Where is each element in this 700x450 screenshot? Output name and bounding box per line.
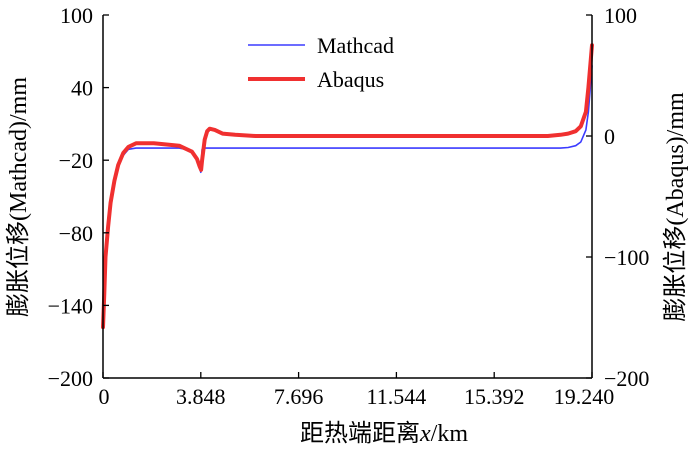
x-tick-label: 11.544 [367,384,427,409]
x-axis-title-unit: /km [431,421,469,447]
x-tick-label: 15.392 [464,384,525,409]
right-y-tick-label: 0 [604,124,615,149]
x-axis-title-prefix: 距热端距离 [300,420,420,447]
x-axis-title-variable: x [419,421,431,447]
left-y-tick-label: −140 [48,293,93,318]
series-line-abaqus [101,43,594,330]
right-y-tick-label: 100 [604,3,637,28]
left-y-axis-title: 膨胀位移(Mathcad)/mm [5,77,32,317]
right-y-tick-label: −200 [604,366,649,391]
x-axis-title: 距热端距离x/km [300,420,468,447]
axes: 0 3.848 7.696 11.544 15.392 19.240−200−140−80… [48,3,650,409]
x-tick-label: 0 [99,384,110,409]
left-y-tick-label: −20 [59,148,93,173]
series-line-mathcad [102,65,593,313]
left-y-tick-label: −200 [48,366,93,391]
x-tick-label: 3.848 [176,384,226,409]
left-y-tick-label: 40 [71,76,93,101]
right-y-tick-label: −100 [604,245,649,270]
legend-label-abaqus: Abaqus [317,67,384,92]
legend: Mathcad Abaqus [248,33,394,92]
x-tick-label: 7.696 [274,384,324,409]
legend-label-mathcad: Mathcad [317,33,394,58]
left-y-tick-label: 100 [60,3,93,28]
x-tick-label: 19.240 [554,384,615,409]
right-y-axis-title: 膨胀位移(Abaqus)/mm [662,92,689,322]
plot-area [101,43,594,330]
left-y-tick-label: −80 [59,221,93,246]
